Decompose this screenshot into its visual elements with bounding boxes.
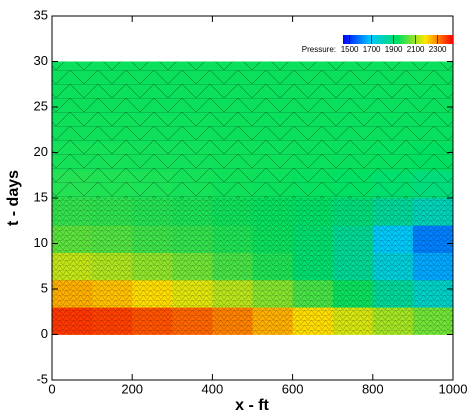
x-tick-label: 1000: [439, 381, 468, 396]
x-tick-label: 800: [362, 381, 384, 396]
colorbar-tick-label: 1900: [385, 45, 403, 54]
x-tick-label: 400: [202, 381, 224, 396]
y-axis-title: t - days: [5, 170, 22, 226]
y-tick-label: 20: [34, 144, 48, 159]
mesh: [52, 61, 453, 335]
y-tick-label: -5: [36, 371, 48, 386]
x-axis-title: x - ft: [235, 397, 269, 414]
colorbar-tick-label: 2300: [429, 45, 447, 54]
colorbar: [343, 35, 453, 44]
y-tick-label: 10: [34, 235, 48, 250]
colorbar-label: Pressure:: [302, 45, 336, 54]
y-tick-label: 25: [34, 98, 48, 113]
x-tick-label: 600: [282, 381, 304, 396]
colorbar-tick-label: 1700: [363, 45, 381, 54]
colorbar-tick-label: 1500: [341, 45, 359, 54]
colorbar-tick-label: 2100: [407, 45, 425, 54]
y-tick-label: 0: [41, 326, 48, 341]
mesh-dense: [52, 198, 453, 335]
y-tick-label: 30: [34, 53, 48, 68]
mesh-sparse: [52, 61, 453, 198]
x-tick-label: 200: [121, 381, 143, 396]
y-tick-label: 15: [34, 189, 48, 204]
y-tick-label: 35: [34, 7, 48, 22]
x-tick-label: 0: [48, 381, 55, 396]
y-tick-label: 5: [41, 280, 48, 295]
